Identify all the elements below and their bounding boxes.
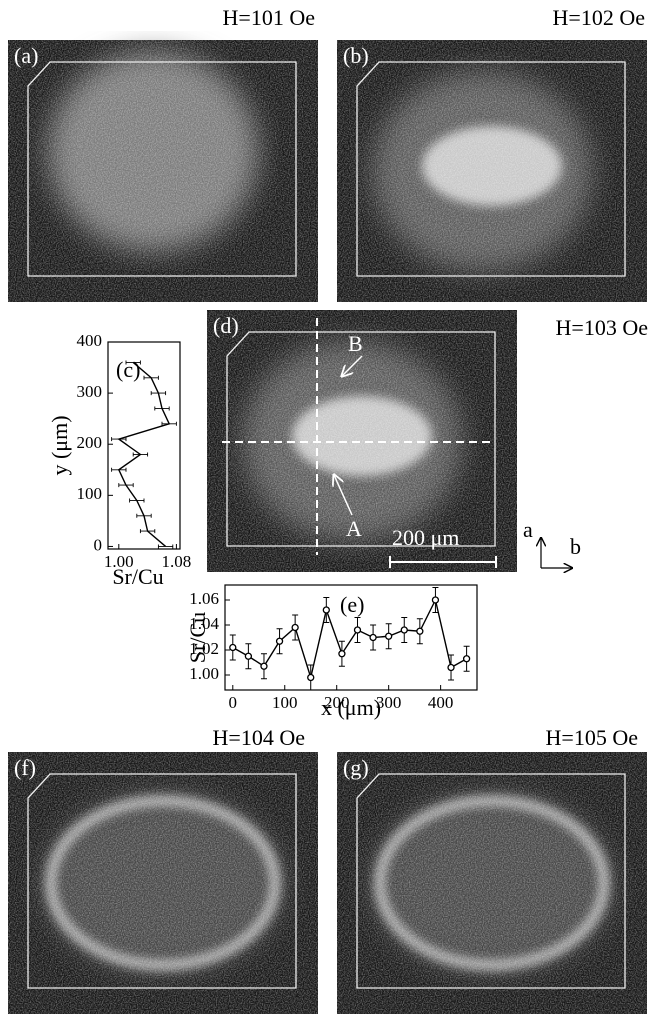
image-noise — [337, 752, 647, 1014]
x-tick-label: 1.00 — [104, 552, 134, 571]
error-bar — [125, 360, 141, 365]
y-tick-label: 300 — [77, 382, 103, 401]
error-bar — [132, 452, 149, 457]
data-point — [338, 650, 346, 658]
panel-label: (c) — [116, 357, 140, 382]
panel-label: (e) — [340, 592, 364, 617]
sample-outline — [27, 61, 297, 277]
point-label: A — [346, 516, 362, 541]
plot-frame — [107, 341, 181, 550]
panel-label: (f) — [14, 755, 36, 780]
data-line — [232, 597, 467, 681]
error-bar — [136, 513, 152, 518]
panel-label: (d) — [213, 313, 239, 338]
image-panel: (b) H=102 Oe — [337, 5, 647, 302]
plot-frame — [224, 584, 478, 691]
panel-label: (g) — [343, 755, 369, 780]
arrow — [342, 355, 363, 376]
data-point — [400, 626, 408, 634]
error-bar — [150, 391, 167, 396]
x-tick-label: 0 — [229, 693, 238, 712]
y-tick-label: 100 — [77, 484, 103, 503]
x-tick-label: 1.08 — [162, 552, 192, 571]
image-noise — [8, 752, 318, 1014]
data-point — [260, 662, 268, 670]
y-tick-label: 400 — [77, 331, 103, 350]
field-label: H=104 Oe — [213, 725, 305, 750]
field-label: H=102 Oe — [553, 5, 645, 30]
y-tick-label: 1.04 — [189, 614, 219, 633]
sample-outline — [226, 331, 496, 547]
y-tick-label: 200 — [77, 433, 103, 452]
error-bar — [161, 421, 177, 426]
image-panel: (a) H=101 Oe — [8, 5, 318, 302]
x-axis-label: x (μm) — [321, 695, 381, 720]
error-bar — [154, 406, 170, 411]
sample-outline — [356, 773, 626, 989]
field-label: H=103 Oe — [556, 315, 648, 340]
error-bar — [157, 544, 174, 549]
data-point — [307, 673, 315, 682]
y-axis-label: y (μm) — [47, 415, 72, 475]
error-bar — [111, 437, 127, 442]
panel-label: (a) — [14, 43, 38, 68]
image-noise — [337, 40, 647, 302]
data-point — [462, 655, 471, 663]
axis-name: b — [570, 534, 581, 559]
scale-bar — [389, 556, 497, 568]
x-tick-label: 200 — [324, 693, 350, 712]
y-axis-label: Sr/Cu — [185, 612, 210, 663]
error-bar — [143, 375, 159, 380]
data-point — [275, 637, 284, 645]
data-point — [416, 627, 424, 635]
error-bar — [139, 529, 156, 534]
data-point — [369, 633, 377, 642]
data-point — [244, 652, 253, 660]
image-panel: (d) H=103 Oe — [207, 310, 648, 572]
image-panel: (g) H=105 Oe — [337, 725, 647, 1014]
axis-name: a — [523, 517, 533, 542]
image-noise — [207, 310, 517, 572]
scale-label: 200 μm — [392, 525, 459, 550]
sample-outline — [356, 61, 626, 277]
x-tick-label: 300 — [376, 693, 402, 712]
data-point — [431, 596, 440, 604]
arrow — [334, 475, 353, 516]
error-bar — [118, 483, 134, 488]
point-label: B — [348, 331, 363, 356]
error-bar — [111, 467, 127, 472]
field-label: H=105 Oe — [546, 725, 638, 750]
data-point — [322, 606, 330, 614]
data-point — [291, 623, 299, 632]
field-label: H=101 Oe — [223, 5, 315, 30]
y-tick-label: 1.06 — [189, 589, 219, 608]
data-point — [353, 626, 362, 634]
data-point — [447, 663, 455, 672]
y-tick-label: 0 — [94, 535, 103, 554]
data-point — [385, 632, 393, 640]
image-noise — [8, 40, 318, 302]
sample-outline — [27, 773, 297, 989]
panel-label: (b) — [343, 43, 369, 68]
data-point — [229, 643, 237, 652]
x-tick-label: 400 — [428, 693, 454, 712]
image-panel: (f) H=104 Oe — [8, 725, 318, 1014]
error-bar — [129, 498, 145, 503]
y-tick-label: 1.02 — [189, 639, 219, 658]
x-axis-label: Sr/Cu — [112, 564, 163, 589]
x-tick-label: 100 — [272, 693, 298, 712]
y-tick-label: 1.00 — [189, 664, 219, 683]
